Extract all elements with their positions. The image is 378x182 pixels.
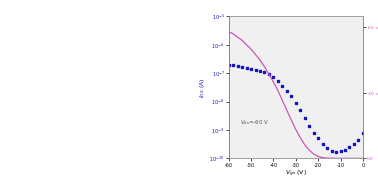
Text: $V_{ds}$=-60 V: $V_{ds}$=-60 V bbox=[240, 118, 269, 127]
X-axis label: $V_{gs}$ (V): $V_{gs}$ (V) bbox=[285, 169, 307, 179]
Y-axis label: $I_{DS}$ (A): $I_{DS}$ (A) bbox=[198, 77, 206, 98]
